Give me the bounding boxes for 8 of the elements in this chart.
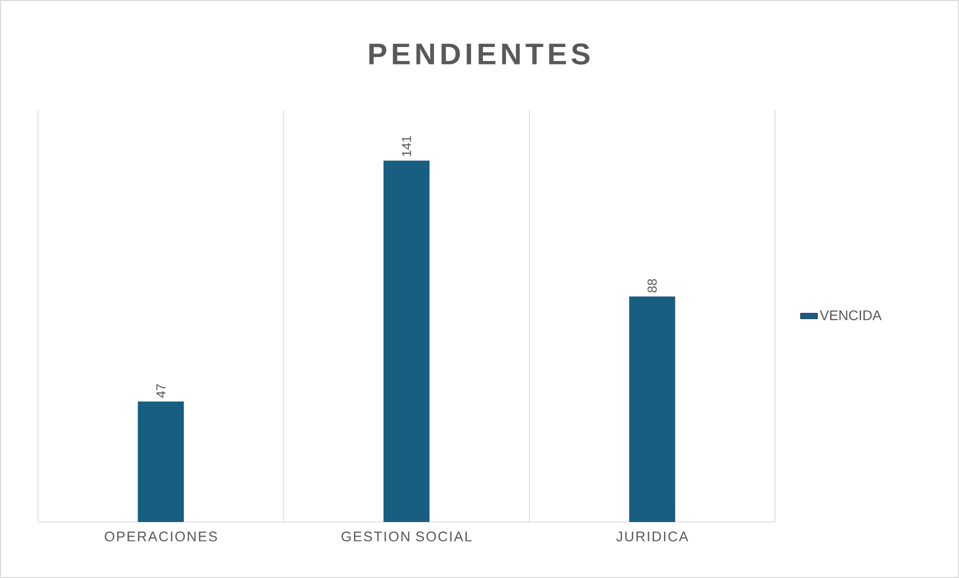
x-tick-label: OPERACIONES xyxy=(104,532,217,542)
data-label: 47 xyxy=(156,384,166,398)
legend-label: VENCIDA xyxy=(820,310,882,320)
data-label: 88 xyxy=(648,279,657,292)
chart-title: PENDIENTES xyxy=(369,43,590,65)
data-label: 141 xyxy=(402,136,411,156)
x-tick-label: JURIDICA xyxy=(616,532,688,542)
x-tick-label: GESTION SOCIAL xyxy=(342,532,472,542)
